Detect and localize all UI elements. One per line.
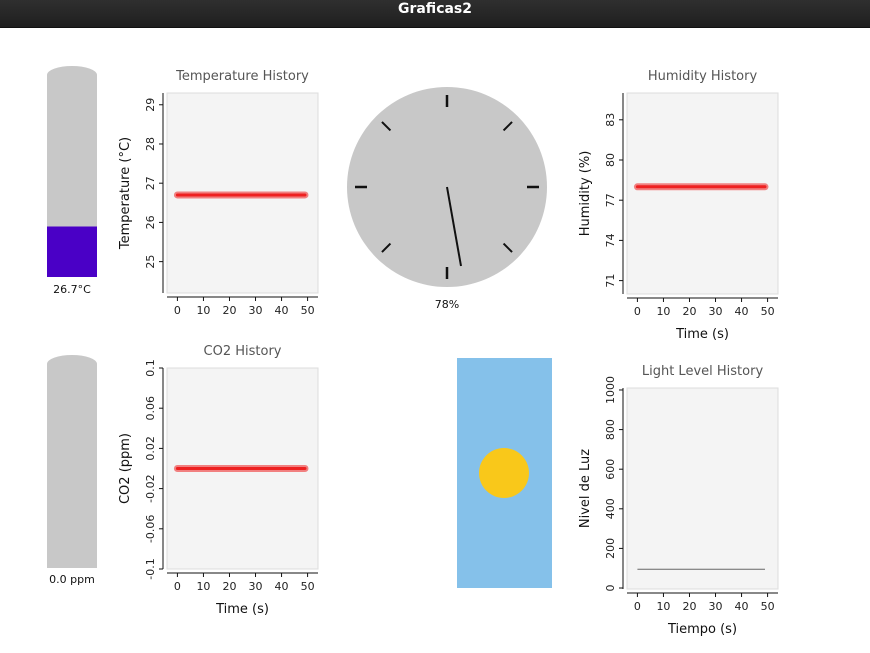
gauge-tick	[381, 242, 392, 253]
thermometer-value: 26.7°C	[53, 283, 91, 296]
co2-meter-cap	[47, 355, 97, 373]
y-tick-label: 80	[604, 153, 617, 167]
x-tick-label: 10	[656, 600, 670, 613]
x-tick-label: 0	[634, 600, 641, 613]
x-tick-label: 40	[275, 580, 289, 593]
x-axis-label: Tiempo (s)	[667, 622, 737, 637]
x-tick-label: 30	[709, 600, 723, 613]
humidity-gauge-needle	[446, 186, 462, 267]
y-tick-label: 400	[604, 498, 617, 519]
y-tick-label: 1000	[604, 376, 617, 404]
gauge-tick	[502, 242, 513, 253]
y-tick-label: -0.06	[144, 515, 157, 543]
y-tick-label: 26	[144, 215, 157, 229]
co2-meter-value: 0.0 ppm	[49, 573, 95, 586]
y-axis-label: Humidity (%)	[578, 151, 593, 237]
x-tick-label: 0	[174, 304, 181, 317]
x-tick-label: 20	[682, 305, 696, 318]
x-tick-label: 50	[761, 600, 775, 613]
humidity-gauge: 78%	[347, 87, 547, 311]
x-tick-label: 50	[301, 580, 315, 593]
y-tick-label: 0.02	[144, 436, 157, 461]
gauge-tick	[381, 121, 392, 132]
y-tick-label: 0.06	[144, 396, 157, 421]
x-tick-label: 30	[709, 305, 723, 318]
y-tick-label: 800	[604, 419, 617, 440]
y-tick-label: 0.1	[144, 359, 157, 377]
x-tick-label: 40	[275, 304, 289, 317]
y-tick-label: 71	[604, 274, 617, 288]
x-tick-label: 30	[249, 304, 263, 317]
chart-title: Humidity History	[648, 69, 758, 84]
x-tick-label: 50	[761, 305, 775, 318]
x-axis-label: Time (s)	[215, 602, 269, 617]
plot-area	[626, 92, 779, 295]
y-tick-label: 27	[144, 176, 157, 190]
y-tick-label: 74	[604, 233, 617, 247]
x-axis-label: Time (s)	[675, 327, 729, 342]
x-tick-label: 20	[222, 580, 236, 593]
co2-meter-track	[47, 364, 97, 568]
x-tick-label: 50	[301, 304, 315, 317]
temperature-history-chart: 0 10 20 30 40 50 25 26 27 28 29 Temperature History…	[118, 69, 319, 317]
chart-title: Light Level History	[642, 364, 764, 379]
y-tick-label: -0.1	[144, 558, 157, 579]
y-tick-label: 77	[604, 193, 617, 207]
sun-icon	[479, 448, 529, 498]
x-tick-label: 10	[196, 580, 210, 593]
light-history-chart: 0 10 20 30 40 50 0 200 400 600 800 1000 Light Level …	[578, 364, 779, 637]
y-tick-label: 0	[604, 585, 617, 592]
y-tick-label: 200	[604, 538, 617, 559]
y-tick-label: 28	[144, 137, 157, 151]
gauge-tick	[502, 121, 513, 132]
x-tick-label: 10	[656, 305, 670, 318]
x-tick-label: 20	[682, 600, 696, 613]
x-tick-label: 0	[634, 305, 641, 318]
window-title: Graficas2	[397, 1, 473, 17]
co2-history-chart: 0 10 20 30 40 50 -0.1 -0.06 -0.02 0.02 0.06 0.1 CO2 …	[118, 344, 319, 617]
x-tick-label: 20	[222, 304, 236, 317]
x-tick-label: 40	[735, 305, 749, 318]
y-tick-label: 25	[144, 255, 157, 269]
light-widget	[457, 358, 552, 588]
humidity-gauge-value: 78%	[435, 298, 459, 311]
y-axis-label: Nivel de Luz	[578, 449, 593, 528]
x-tick-label: 40	[735, 600, 749, 613]
y-tick-label: 29	[144, 98, 157, 112]
humidity-history-chart: 0 10 20 30 40 50 71 74 77 80 83 Humidity History Tim…	[578, 69, 779, 342]
x-tick-label: 30	[249, 580, 263, 593]
x-tick-label: 0	[174, 580, 181, 593]
y-axis-label: Temperature (°C)	[118, 137, 133, 250]
y-tick-label: 600	[604, 459, 617, 480]
x-tick-label: 10	[196, 304, 210, 317]
co2-meter-widget: 0.0 ppm	[47, 355, 97, 586]
chart-title: CO2 History	[204, 344, 282, 359]
window-titlebar: Graficas2	[0, 0, 870, 28]
y-tick-label: -0.02	[144, 474, 157, 502]
plot-area	[626, 387, 779, 590]
thermometer-widget: 26.7°C	[47, 66, 97, 296]
y-tick-label: 83	[604, 113, 617, 127]
thermometer-fill	[47, 226, 97, 277]
thermometer-cap	[47, 66, 97, 84]
y-axis-label: CO2 (ppm)	[118, 433, 133, 504]
chart-title: Temperature History	[175, 69, 309, 84]
